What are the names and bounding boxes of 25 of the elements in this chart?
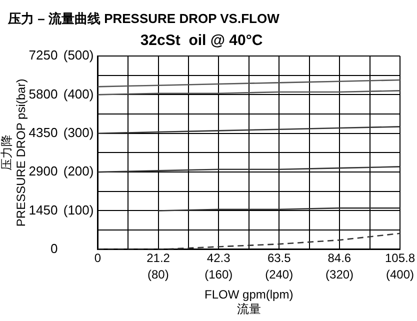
- x2-tick-label: (240): [265, 267, 294, 282]
- y-axis-title: 压力降 PRESSURE DROP psi(bar): [0, 78, 28, 227]
- x-tick-label: 84.6: [328, 250, 352, 265]
- y2-tick-label: (200): [63, 164, 94, 179]
- x-tick-label: 63.5: [267, 250, 292, 265]
- x-axis-title: FLOW gpm(lpm) 流量: [204, 288, 294, 316]
- x2-tick-label: (160): [204, 267, 233, 282]
- y-tick-label: 5800: [28, 86, 58, 102]
- y-tick-label: 2900: [28, 164, 58, 179]
- y2-tick-label: (400): [63, 86, 94, 102]
- x-tick-label: 0: [94, 250, 102, 265]
- chart-title: 压力 – 流量曲线 PRESSURE DROP VS.FLOW: [8, 10, 280, 28]
- x-tick-label: 105.8: [384, 250, 416, 265]
- chart-subtitle: 32cSt oil @ 40°C: [140, 32, 263, 50]
- y-tick-label: 4350: [28, 124, 58, 140]
- x2-tick-label: (320): [326, 267, 354, 282]
- y2-tick-label: (500): [63, 48, 94, 63]
- y2-tick-label: (100): [63, 202, 94, 218]
- y-tick-label: 7250: [28, 48, 58, 63]
- y-tick-label: 1450: [28, 202, 58, 218]
- x2-tick-label: (80): [148, 267, 169, 282]
- x-tick-label: 42.3: [206, 250, 231, 265]
- x-tick-label: 21.2: [146, 250, 170, 265]
- x2-tick-label: (400): [386, 267, 414, 282]
- y2-tick-label: (300): [63, 124, 94, 140]
